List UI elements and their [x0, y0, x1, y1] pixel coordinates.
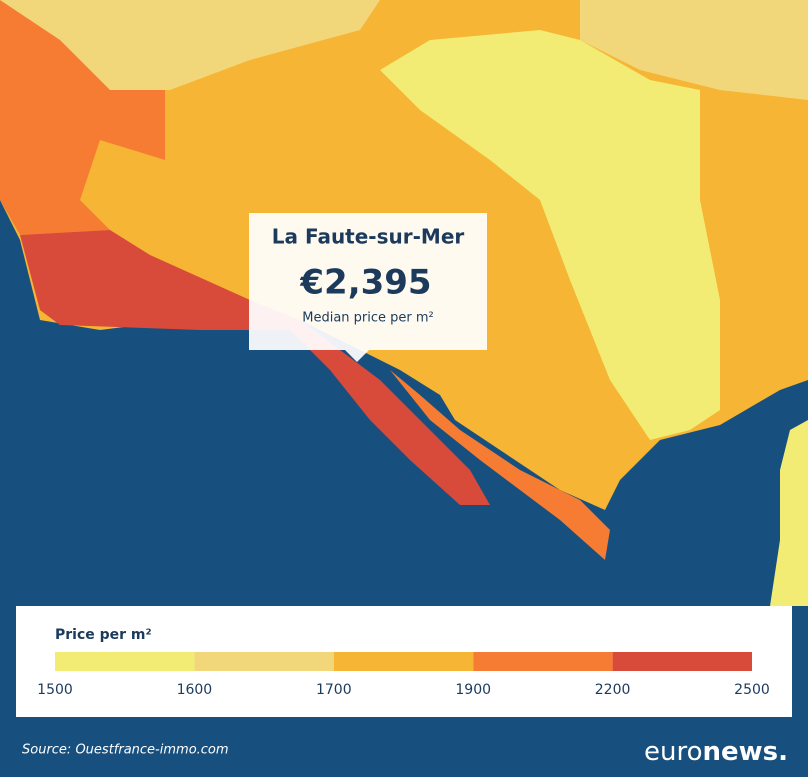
region — [770, 420, 808, 606]
logo-part: euro — [644, 737, 703, 767]
legend-swatch — [333, 652, 474, 671]
region — [0, 0, 380, 90]
source: Source: Ouestfrance-immo.com — [22, 743, 229, 758]
legend-tick-label: 1700 — [316, 682, 352, 698]
logo-part: news. — [702, 737, 788, 767]
region — [0, 0, 165, 235]
legend-swatch — [55, 652, 195, 671]
legend-tick-label: 1600 — [177, 682, 213, 698]
legend-tick-label: 2500 — [734, 682, 770, 698]
logo: euronews. — [644, 737, 788, 767]
legend-swatch — [612, 652, 752, 671]
region — [380, 30, 720, 440]
tooltip-caption: Median price per m² — [302, 311, 434, 326]
legend-tick-label: 1500 — [37, 682, 73, 698]
tooltip-value: €2,395 — [299, 263, 431, 303]
region — [390, 370, 610, 560]
legend-swatch — [473, 652, 613, 671]
region — [20, 230, 490, 505]
legend-scale: 1500 1600 1700 1900 2200 2500 — [37, 652, 770, 698]
tooltip-pointer — [345, 350, 369, 362]
legend-swatch — [194, 652, 334, 671]
legend-tick-label: 2200 — [595, 682, 631, 698]
tooltip-box — [249, 213, 487, 350]
legend-title: Price per m² — [55, 627, 152, 643]
tooltip-place: La Faute-sur-Mer — [272, 225, 465, 249]
legend-tick-label: 1900 — [455, 682, 491, 698]
region — [580, 0, 808, 100]
